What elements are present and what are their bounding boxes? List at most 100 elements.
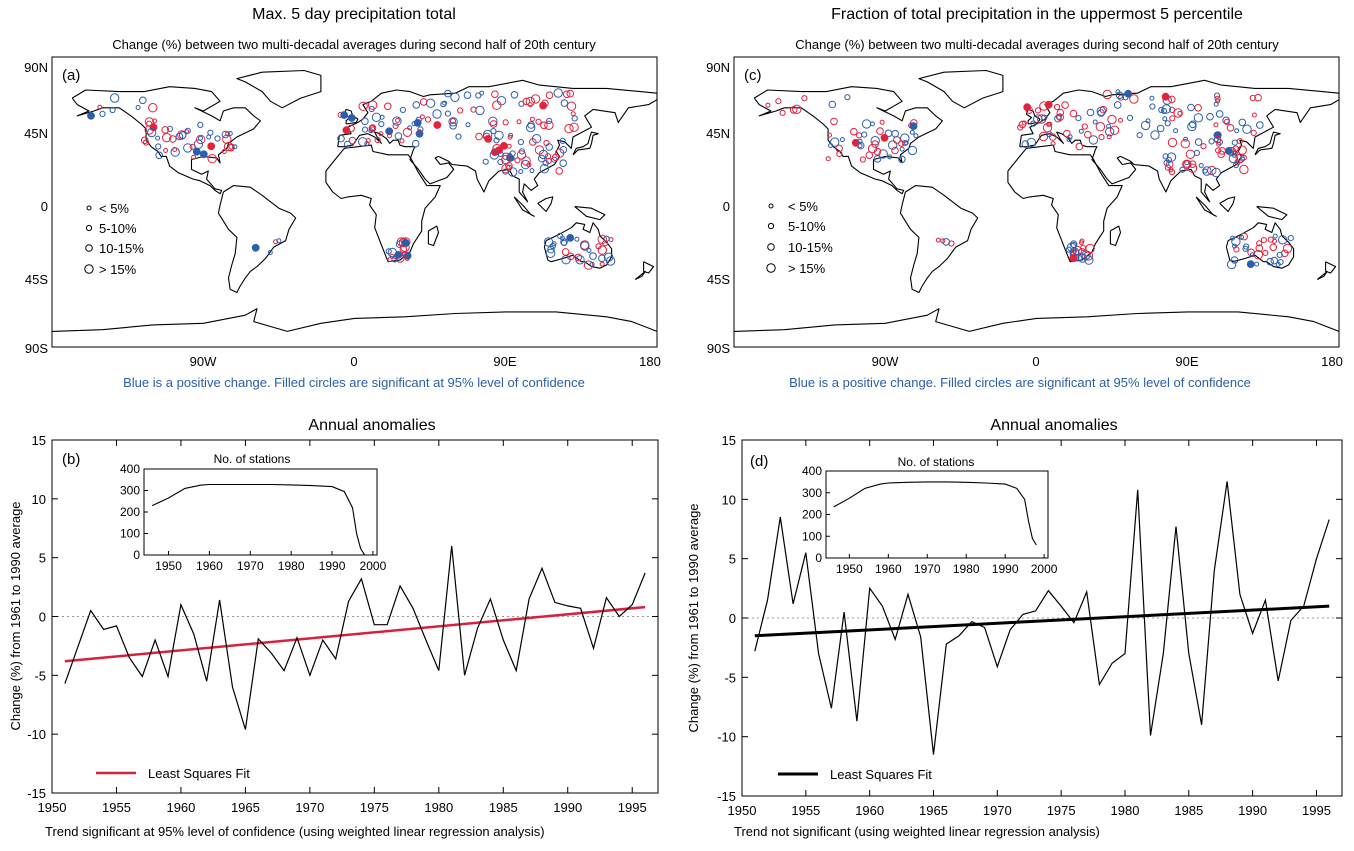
map-a-lat-0: 0	[41, 199, 48, 214]
station-marker	[530, 94, 541, 104]
inset-y-tick-label: 400	[120, 462, 140, 476]
station-marker	[449, 118, 456, 125]
station-marker	[490, 128, 497, 135]
station-marker	[1165, 156, 1173, 163]
y-tick-label: -10	[717, 730, 736, 745]
map-c-title: Fraction of total precipitation in the u…	[831, 6, 1243, 23]
station-marker	[442, 100, 448, 106]
station-marker	[1122, 94, 1129, 101]
station-marker	[267, 250, 273, 255]
map-a-lon-180: 180	[639, 354, 661, 369]
station-marker	[907, 145, 918, 156]
station-marker	[207, 154, 217, 164]
station-marker	[1036, 114, 1047, 124]
station-marker	[365, 138, 371, 144]
legend-circle-5-10	[85, 224, 93, 232]
station-marker	[553, 88, 563, 98]
chart-d-title: Annual anomalies	[990, 417, 1117, 434]
chart-b-ylabel: Change (%) from 1961 to 1990 average	[8, 501, 23, 730]
station-marker	[1106, 123, 1112, 129]
inset-y-tick-label: 0	[133, 548, 140, 562]
map-c-lat-90s: 90S	[707, 341, 730, 356]
chart-b-inset-x-ticks: 1950 1960 1970 1980 1990 2000	[155, 551, 387, 573]
station-marker	[543, 237, 554, 247]
map-panel-a: Max. 5 day precipitation total Change (%…	[24, 6, 661, 390]
chart-b-x-ticks: 1950 1955 1960 1965 1970 1975 1980 1985 1990 1995	[38, 440, 647, 815]
station-marker	[1105, 127, 1115, 137]
station-marker	[597, 245, 607, 255]
station-marker	[1251, 112, 1257, 118]
station-marker	[1075, 115, 1082, 122]
map-c-subtitle: Change (%) between two multi-decadal ave…	[795, 37, 1279, 52]
map-a-lat-90n: 90N	[24, 60, 48, 75]
station-marker	[1080, 244, 1087, 251]
y-tick-label: -5	[724, 670, 736, 685]
station-marker	[830, 117, 838, 126]
station-marker	[501, 154, 511, 165]
station-marker	[1187, 121, 1197, 132]
station-marker	[144, 117, 155, 127]
station-marker	[1030, 120, 1037, 127]
chart-d-ylabel: Change (%) from 1961 to 1990 average	[686, 503, 701, 732]
station-marker	[510, 91, 519, 99]
coastline	[537, 196, 554, 213]
coastline	[1007, 144, 1123, 263]
station-marker	[399, 106, 406, 114]
station-marker	[232, 144, 238, 150]
station-marker	[545, 91, 554, 99]
station-marker	[792, 104, 802, 115]
station-marker	[1198, 163, 1204, 168]
station-marker	[97, 104, 103, 110]
station-marker	[566, 89, 575, 98]
station-marker	[470, 106, 477, 113]
station-marker	[475, 132, 483, 141]
x-tick-label: 1980	[1111, 803, 1140, 818]
map-c-legend: < 5% 5-10% 10-15% > 15%	[766, 199, 833, 276]
x-tick-label: 1970	[983, 803, 1012, 818]
station-marker	[891, 146, 899, 155]
inset-y-tick-label: 0	[815, 551, 822, 565]
station-marker	[1275, 261, 1281, 267]
station-marker	[1166, 152, 1177, 162]
station-marker	[1042, 123, 1053, 133]
station-marker	[482, 158, 489, 165]
station-count-line	[833, 481, 1037, 546]
inset-x-tick-label: 1970	[237, 559, 264, 573]
station-marker	[869, 121, 875, 127]
coastline	[325, 144, 441, 263]
station-marker	[1167, 137, 1178, 148]
station-marker	[509, 150, 516, 157]
station-marker	[775, 98, 782, 105]
station-marker	[575, 255, 585, 265]
chart-d-footnote: Trend not significant (using weighted li…	[734, 824, 1100, 839]
station-marker	[559, 159, 568, 167]
x-tick-label: 1960	[855, 803, 884, 818]
station-marker	[1077, 253, 1088, 263]
station-marker	[844, 94, 851, 101]
station-marker	[779, 109, 786, 116]
station-marker	[465, 122, 471, 128]
station-marker	[415, 116, 422, 123]
station-marker	[551, 153, 560, 162]
station-marker	[493, 137, 500, 144]
station-marker	[207, 142, 216, 151]
station-marker	[1069, 109, 1078, 118]
station-marker	[562, 90, 571, 99]
station-marker	[1183, 136, 1189, 142]
coastline	[634, 270, 646, 280]
station-marker	[551, 156, 558, 163]
coastline	[899, 185, 979, 294]
station-marker	[559, 137, 566, 144]
station-marker	[198, 135, 203, 141]
map-c-lon-0: 0	[1032, 354, 1039, 369]
station-marker	[1107, 114, 1117, 125]
station-marker	[540, 121, 548, 130]
station-marker	[1109, 125, 1120, 135]
station-marker	[1054, 103, 1061, 111]
station-marker	[545, 248, 556, 259]
least-squares-fit-line	[64, 605, 646, 663]
station-marker	[598, 254, 606, 263]
station-marker	[387, 247, 398, 258]
coastline	[1256, 206, 1288, 221]
